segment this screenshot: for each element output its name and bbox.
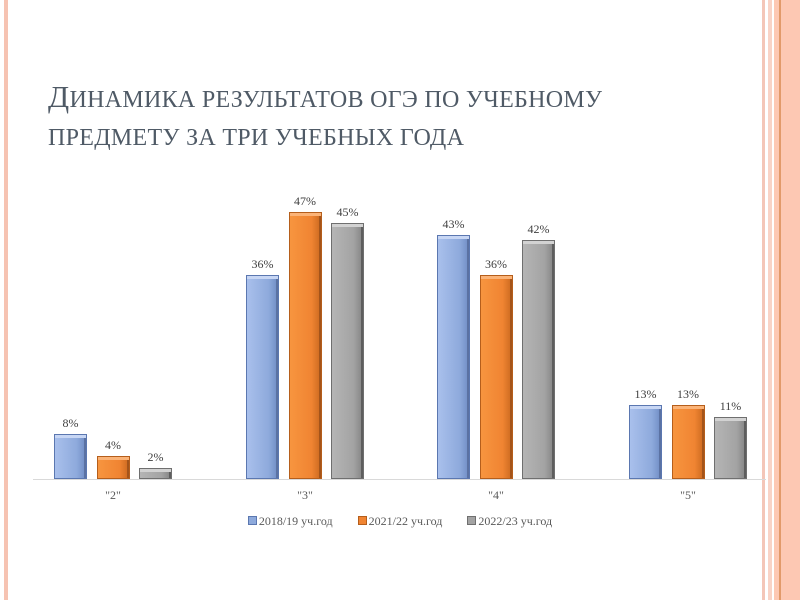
category-label: "5" [680, 488, 696, 502]
legend-item-2022: 2022/23 уч.год [467, 514, 552, 529]
data-label: 13% [634, 387, 657, 402]
bar [714, 416, 747, 479]
bar [331, 223, 364, 479]
legend-item-2018: 2018/19 уч.год [247, 514, 333, 529]
bar [522, 240, 555, 479]
legend-swatch-icon [247, 516, 257, 525]
title-initial: Д [48, 79, 70, 114]
x-axis-line [33, 479, 766, 480]
bar [246, 274, 279, 479]
data-label: 36% [485, 256, 507, 271]
bar [96, 456, 130, 479]
title-line-2: ПРЕДМЕТУ ЗА ТРИ УЧЕБНЫХ ГОДА [48, 125, 465, 151]
bar [288, 212, 322, 479]
category-label: "2" [105, 488, 121, 502]
data-label: 11% [719, 398, 742, 413]
chart-legend: 2018/19 уч.год 2021/22 уч.год 2022/23 уч… [0, 514, 800, 529]
legend-item-2021: 2021/22 уч.год [357, 514, 443, 529]
bar [437, 234, 470, 479]
data-label: 43% [442, 216, 465, 231]
title-line-1-text: ИНАМИКА РЕЗУЛЬТАТОВ ОГЭ ПО УЧЕБНОМУ [69, 87, 603, 113]
data-label: 8% [62, 415, 79, 430]
category-label: "4" [488, 488, 504, 502]
legend-label: 2022/23 уч.год [478, 514, 553, 528]
data-label: 13% [677, 387, 699, 402]
data-label: 36% [251, 256, 274, 271]
legend-swatch-icon [467, 516, 477, 525]
data-label: 45% [336, 205, 359, 220]
bar [629, 405, 662, 479]
legend-label: 2018/19 уч.год [258, 514, 333, 528]
bar [54, 433, 87, 479]
bar [139, 467, 172, 479]
data-label: 47% [294, 194, 316, 209]
slide-title: ДИНАМИКА РЕЗУЛЬТАТОВ ОГЭ ПО УЧЕБНОМУ ПРЕ… [48, 78, 748, 157]
slide-left-border [4, 0, 8, 600]
category-label: "3" [297, 488, 313, 502]
legend-swatch-icon [357, 516, 367, 525]
data-label: 42% [527, 222, 550, 237]
data-label: 2% [147, 449, 164, 464]
data-label: 4% [105, 438, 121, 453]
slide-right-border [762, 0, 800, 600]
bar [671, 405, 705, 479]
title-line-1: ДИНАМИКА РЕЗУЛЬТАТОВ ОГЭ ПО УЧЕБНОМУ [48, 78, 748, 119]
legend-label: 2021/22 уч.год [368, 514, 443, 528]
bar [479, 274, 513, 479]
